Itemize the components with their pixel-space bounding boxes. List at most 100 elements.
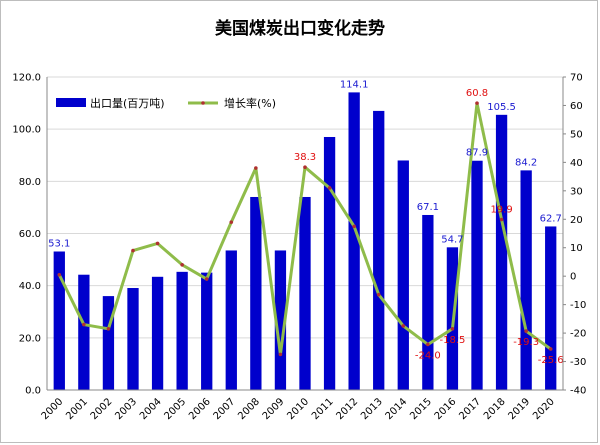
line-point (254, 166, 258, 170)
x-tick-label: 2006 (187, 396, 213, 422)
x-tick-label: 2012 (334, 396, 360, 422)
y-left-tick-label: 40.0 (19, 281, 41, 292)
y-right-tick-label: -10 (570, 300, 586, 311)
bar (250, 196, 262, 390)
line-point (204, 277, 209, 281)
y-left-tick-label: 0.0 (25, 386, 41, 397)
bar (78, 274, 90, 390)
legend-bar-label: 出口量(百万吨) (90, 96, 165, 110)
bar (348, 92, 360, 391)
bar (545, 226, 557, 390)
line-data-label: -24.0 (415, 350, 441, 361)
y-right-tick-label: 20 (570, 215, 583, 226)
legend-line-point (201, 101, 205, 105)
y-left-tick-label: 20.0 (19, 333, 41, 344)
y-right-tick-label: -30 (570, 357, 586, 368)
bar-data-label: 67.1 (417, 202, 439, 213)
y-right-tick-label: 40 (570, 158, 583, 169)
x-tick-label: 2016 (433, 396, 459, 422)
line-data-label: -18.5 (439, 335, 465, 346)
x-tick-label: 2019 (506, 396, 532, 422)
bar-data-label: 114.1 (340, 79, 369, 90)
x-tick-label: 2001 (64, 396, 90, 422)
line-point (303, 165, 307, 170)
y-right-tick-label: 50 (570, 129, 583, 140)
bar (176, 271, 188, 390)
line-point (229, 220, 234, 224)
x-tick-label: 2013 (359, 396, 385, 422)
x-tick-label: 2008 (236, 396, 262, 422)
x-tick-label: 2017 (457, 396, 483, 422)
y-left-tick-label: 100.0 (12, 125, 41, 136)
bar-data-label: 53.1 (48, 238, 70, 249)
x-tick-label: 2011 (310, 396, 336, 422)
line-series (57, 101, 553, 357)
x-tick-label: 2000 (40, 396, 66, 422)
line-point (524, 329, 528, 333)
bar-data-label: 54.7 (441, 234, 463, 245)
bar (323, 136, 336, 390)
legend-bar-swatch (56, 98, 86, 107)
data-labels: 53.1 114.1 67.1 54.7 87.9 105.5 84.2 62.7 38.3 -2… (48, 79, 563, 366)
bar (495, 114, 508, 390)
x-tick-label: 2009 (261, 396, 287, 422)
x-tick-label: 2014 (384, 396, 410, 422)
y-right-tick-label: -20 (570, 329, 586, 340)
y-right-tick-label: 70 (570, 73, 583, 84)
line-data-label: -25.6 (538, 355, 564, 366)
line-point (376, 292, 381, 297)
chart-title: 美国煤炭出口变化走势 (215, 19, 385, 39)
x-tick-label: 2003 (113, 396, 139, 422)
bar-data-label: 87.9 (466, 148, 488, 159)
line-point (82, 322, 86, 327)
bar-data-label: 105.5 (487, 102, 516, 113)
y-right-tick-label: 10 (570, 243, 583, 254)
x-tick-label: 2010 (285, 396, 311, 422)
y-left-tick-label: 80.0 (19, 177, 41, 188)
line-point (57, 272, 62, 277)
x-tick-label: 2020 (531, 396, 557, 422)
x-tick-label: 2018 (482, 396, 508, 422)
line-point (352, 224, 356, 229)
line-point (278, 352, 283, 357)
line-data-label: 19.9 (490, 205, 512, 216)
x-tick-label: 2007 (212, 396, 238, 422)
bar-data-label: 62.7 (540, 213, 562, 224)
line-point (155, 241, 160, 246)
bar-series (53, 92, 557, 391)
line-point (180, 263, 184, 267)
line-point (401, 324, 406, 328)
line-point (426, 342, 430, 347)
bar (102, 296, 115, 390)
line-point (475, 101, 479, 105)
line-point (548, 347, 553, 351)
bar (151, 276, 164, 390)
x-tick-label: 2002 (89, 396, 115, 422)
y-left-tick-label: 120.0 (12, 73, 41, 84)
legend-line-label: 增长率(%) (224, 96, 276, 110)
line-point (131, 248, 135, 253)
bar (422, 214, 434, 390)
y-right-tick-label: 30 (570, 186, 583, 197)
legend: 出口量(百万吨) 增长率(%) (56, 96, 276, 110)
line-data-label: 38.3 (294, 152, 316, 163)
x-tick-label: 2004 (138, 396, 164, 422)
line-data-label: -19.3 (513, 337, 539, 348)
line-point (450, 327, 455, 331)
bar (53, 251, 65, 390)
bar (373, 110, 385, 391)
y-right-tick-label: 60 (570, 101, 583, 112)
bar (127, 288, 139, 390)
y-right-tick-label: 0 (570, 272, 576, 283)
y-left-tick-label: 60.0 (19, 229, 41, 240)
bar (520, 170, 532, 390)
line-point (106, 327, 111, 331)
y-right-tick-label: -40 (570, 386, 586, 397)
line-point (499, 217, 504, 222)
line-data-label: 60.8 (466, 88, 488, 99)
bar (225, 250, 237, 390)
bar (397, 160, 409, 390)
x-tick-label: 2015 (408, 396, 434, 422)
x-tick-label: 2005 (162, 396, 188, 422)
